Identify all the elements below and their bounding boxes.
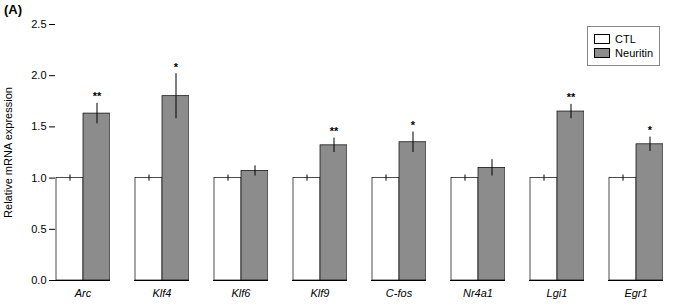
svg-text:**: ** bbox=[330, 125, 339, 137]
svg-text:Klf6: Klf6 bbox=[232, 287, 252, 299]
svg-text:Klf9: Klf9 bbox=[311, 287, 330, 299]
svg-text:2.0: 2.0 bbox=[31, 69, 46, 81]
svg-text:Klf4: Klf4 bbox=[153, 287, 172, 299]
svg-text:*: * bbox=[648, 124, 653, 136]
html-text:Neuritin: Neuritin bbox=[615, 47, 653, 59]
html-text:(A): (A) bbox=[4, 2, 22, 17]
svg-text:Arc: Arc bbox=[74, 287, 92, 299]
svg-text:**: ** bbox=[93, 90, 102, 102]
svg-text:1.0: 1.0 bbox=[31, 172, 46, 184]
svg-text:2.5: 2.5 bbox=[31, 18, 46, 30]
svg-text:*: * bbox=[174, 61, 179, 73]
svg-text:Relative mRNA expression: Relative mRNA expression bbox=[2, 87, 14, 218]
svg-text:C-fos: C-fos bbox=[386, 287, 413, 299]
svg-text:0.0: 0.0 bbox=[31, 274, 46, 286]
svg-text:Lgi1: Lgi1 bbox=[547, 287, 568, 299]
svg-text:Egr1: Egr1 bbox=[624, 287, 647, 299]
svg-text:1.5: 1.5 bbox=[31, 120, 46, 132]
svg-text:Nr4a1: Nr4a1 bbox=[463, 287, 493, 299]
html-text:CTL: CTL bbox=[615, 33, 636, 45]
svg-text:**: ** bbox=[567, 91, 576, 103]
svg-text:0.5: 0.5 bbox=[31, 223, 46, 235]
svg-text:*: * bbox=[411, 119, 416, 131]
